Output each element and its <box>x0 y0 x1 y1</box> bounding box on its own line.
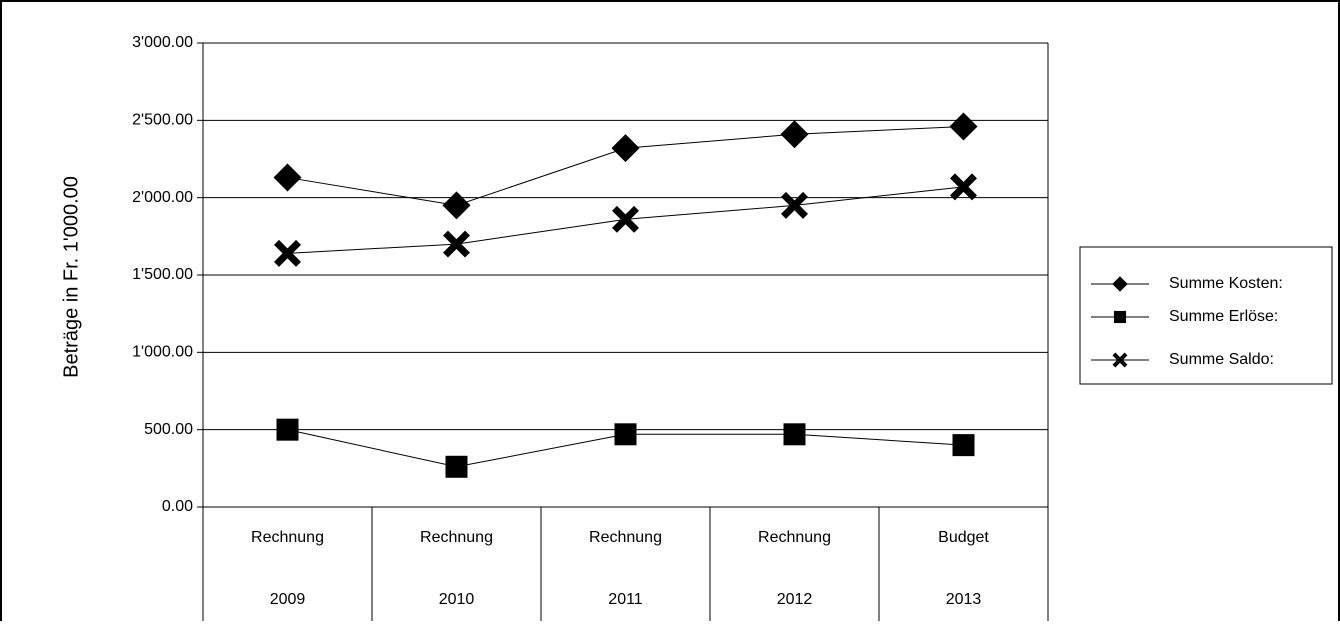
category-label-row2: 2011 <box>608 591 643 608</box>
category-label-row1: Rechnung <box>589 529 662 546</box>
y-axis-label: Beträge in Fr. 1'000.00 <box>60 176 82 378</box>
category-labels: Rechnung 2009 Rechnung 2010 Rechnung 2011 Rech… <box>251 529 989 608</box>
square-marker <box>952 434 975 457</box>
y-tick-label: 0.00 <box>162 498 193 515</box>
category-label-row1: Rechnung <box>420 529 493 546</box>
x-marker <box>950 173 977 201</box>
legend-label: Summe Erlöse: <box>1169 308 1278 325</box>
diamond-marker <box>949 112 978 141</box>
y-tick-label: 1'500.00 <box>132 266 193 283</box>
legend: Summe Kosten: Summe Erlöse: Summe Saldo: <box>1079 246 1333 385</box>
category-label-row1: Rechnung <box>251 529 324 546</box>
x-marker <box>443 230 470 258</box>
y-tick-labels: 0.00 500.00 1'000.00 1'500.00 2'000.00 2'500.… <box>132 34 193 515</box>
x-marker <box>1112 352 1128 368</box>
y-tick-label: 1'000.00 <box>132 344 193 361</box>
legend-label: Summe Kosten: <box>1169 275 1283 292</box>
axes <box>197 42 1049 621</box>
x-marker-stroke <box>274 239 301 267</box>
series-x <box>274 173 977 267</box>
x-marker <box>274 239 301 267</box>
gridlines <box>203 42 1048 508</box>
diamond-marker <box>611 134 640 163</box>
y-tick-label: 3'000.00 <box>132 34 193 51</box>
x-marker-stroke <box>1112 352 1128 368</box>
series-square <box>276 418 975 478</box>
x-marker-stroke <box>612 205 639 233</box>
y-tick-label: 2'000.00 <box>132 189 193 206</box>
category-label-row2: 2010 <box>439 591 475 608</box>
legend-entry: Summe Saldo: <box>1091 351 1274 368</box>
x-marker-stroke <box>950 173 977 201</box>
square-marker <box>1113 310 1127 324</box>
series-diamond <box>273 112 978 220</box>
diamond-marker <box>780 120 809 149</box>
diamond-marker <box>1112 276 1128 292</box>
x-marker <box>781 191 808 219</box>
category-label-row2: 2012 <box>777 591 813 608</box>
square-marker <box>783 423 806 446</box>
square-marker <box>276 418 299 441</box>
legend-entry: Summe Kosten: <box>1091 275 1283 292</box>
legend-label: Summe Saldo: <box>1169 351 1274 368</box>
diamond-marker <box>442 191 471 220</box>
category-label-row1: Budget <box>938 529 989 546</box>
x-marker-stroke <box>781 191 808 219</box>
legend-entry: Summe Erlöse: <box>1091 308 1278 325</box>
category-label-row2: 2009 <box>270 591 306 608</box>
series <box>273 112 978 478</box>
x-marker-stroke <box>443 230 470 258</box>
square-marker <box>614 423 637 446</box>
y-tick-label: 2'500.00 <box>132 112 193 129</box>
square-marker <box>445 455 468 478</box>
category-label-row2: 2013 <box>946 591 982 608</box>
category-label-row1: Rechnung <box>758 529 831 546</box>
x-marker <box>612 205 639 233</box>
diamond-marker <box>273 163 302 192</box>
y-tick-label: 500.00 <box>144 421 193 438</box>
